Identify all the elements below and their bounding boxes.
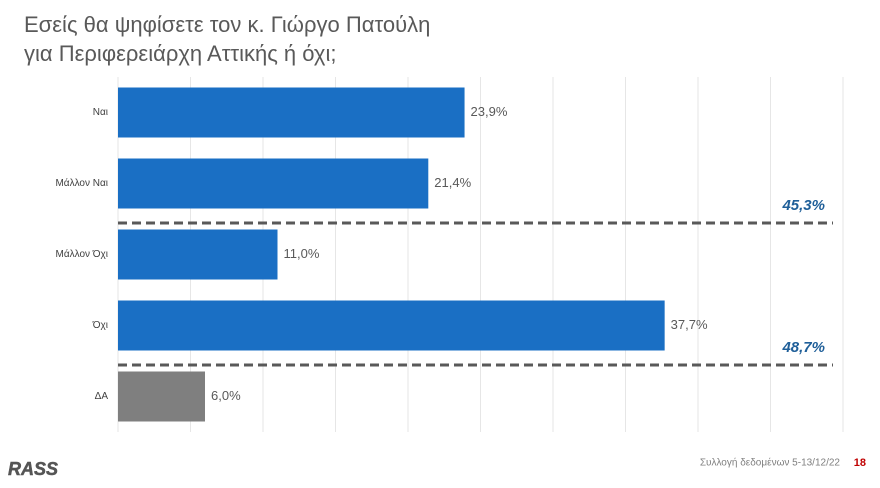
logo: RASS — [8, 459, 58, 479]
category-label: Όχι — [92, 320, 108, 331]
bar — [118, 158, 429, 209]
category-label: Μάλλον Ναι — [55, 177, 108, 189]
bar — [118, 300, 665, 351]
category-label: Μάλλον Όχι — [55, 248, 108, 260]
bar — [118, 371, 205, 422]
group-total: 48,7% — [781, 339, 825, 356]
footer-note: Συλλογή δεδομένων 5-13/12/22 — [700, 457, 841, 469]
value-label: 21,4% — [434, 175, 471, 190]
value-label: 11,0% — [284, 246, 320, 261]
value-label: 23,9% — [471, 104, 508, 119]
bar — [118, 229, 278, 280]
category-label: Ναι — [93, 107, 108, 118]
value-label: 6,0% — [211, 388, 241, 403]
category-label: ΔΑ — [95, 391, 109, 402]
chart-title: για Περιφερειάρχη Αττικής ή όχι; — [24, 41, 336, 66]
bar — [118, 87, 465, 138]
group-total: 45,3% — [781, 197, 825, 214]
chart-title: Εσείς θα ψηφίσετε τον κ. Γιώργο Πατούλη — [24, 12, 430, 37]
value-label: 37,7% — [671, 317, 708, 332]
page-number: 18 — [854, 457, 866, 469]
